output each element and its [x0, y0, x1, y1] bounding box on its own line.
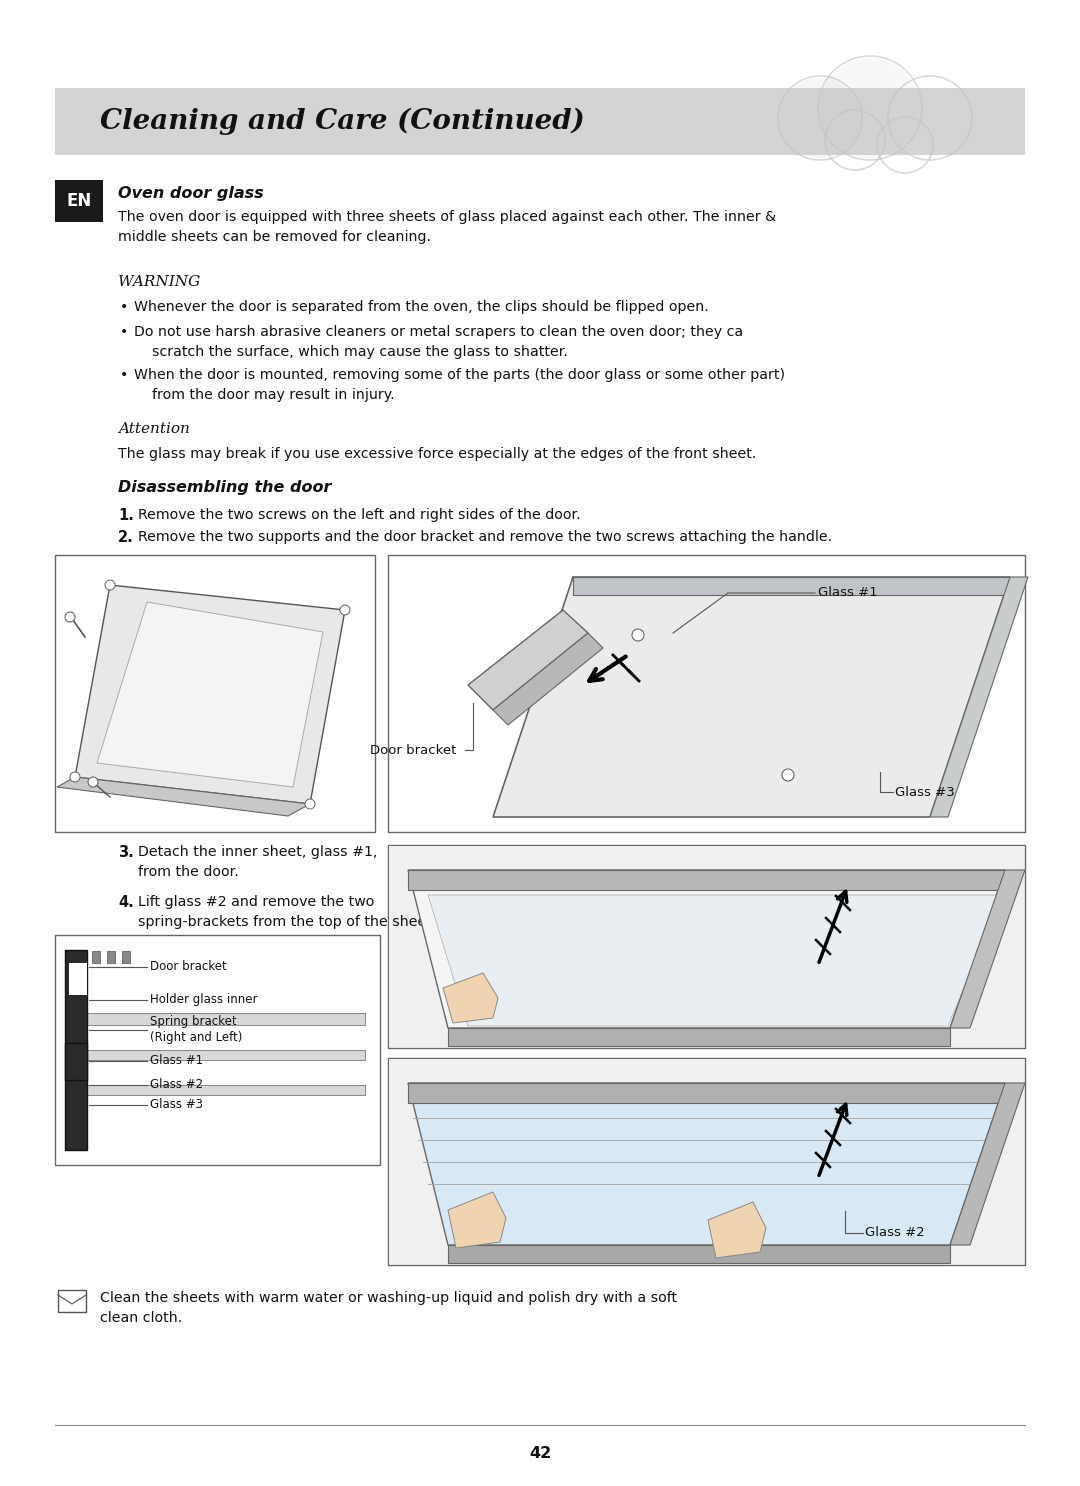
- Polygon shape: [448, 1245, 950, 1263]
- Polygon shape: [408, 1083, 1005, 1245]
- Bar: [122, 951, 130, 963]
- Polygon shape: [408, 869, 1005, 1028]
- Polygon shape: [408, 869, 1005, 890]
- Text: 1.: 1.: [118, 508, 134, 523]
- Bar: [87, 1013, 365, 1025]
- Bar: [55, 180, 103, 221]
- Polygon shape: [708, 1202, 766, 1259]
- Polygon shape: [573, 577, 1010, 594]
- Polygon shape: [65, 950, 87, 1150]
- Bar: [58, 1290, 86, 1312]
- Text: Detach the inner sheet, glass #1,
from the door.: Detach the inner sheet, glass #1, from t…: [138, 846, 377, 880]
- Text: Glass #1: Glass #1: [818, 587, 878, 599]
- Text: 2.: 2.: [118, 531, 134, 545]
- Circle shape: [70, 773, 80, 782]
- Text: Clean the sheets with warm water or washing-up liquid and polish dry with a soft: Clean the sheets with warm water or wash…: [100, 1291, 677, 1326]
- Text: Holder glass inner: Holder glass inner: [150, 994, 257, 1006]
- Text: EN: EN: [66, 192, 92, 210]
- Bar: [92, 951, 100, 963]
- Text: 4.: 4.: [118, 895, 134, 909]
- Circle shape: [340, 605, 350, 615]
- Text: The glass may break if you use excessive force especially at the edges of the fr: The glass may break if you use excessive…: [118, 447, 756, 461]
- Polygon shape: [75, 585, 345, 804]
- Text: Spring bracket
(Right and Left): Spring bracket (Right and Left): [150, 1015, 242, 1045]
- Bar: [388, 554, 1025, 832]
- Text: Glass #3: Glass #3: [895, 786, 955, 798]
- Bar: [69, 963, 87, 996]
- Polygon shape: [408, 1083, 1005, 1103]
- Polygon shape: [468, 609, 588, 710]
- Bar: [389, 846, 1024, 1048]
- Text: Remove the two supports and the door bracket and remove the two screws attaching: Remove the two supports and the door bra…: [138, 531, 832, 544]
- Bar: [65, 1043, 87, 1080]
- Polygon shape: [492, 633, 603, 725]
- Text: Glass #2: Glass #2: [150, 1079, 203, 1092]
- Bar: [55, 554, 375, 832]
- Text: Do not use harsh abrasive cleaners or metal scrapers to clean the oven door; the: Do not use harsh abrasive cleaners or me…: [134, 325, 743, 360]
- Text: Whenever the door is separated from the oven, the clips should be flipped open.: Whenever the door is separated from the …: [134, 300, 708, 314]
- Circle shape: [820, 58, 920, 158]
- Polygon shape: [428, 895, 1003, 1025]
- Bar: [388, 1058, 1025, 1265]
- Polygon shape: [950, 1083, 1025, 1245]
- Polygon shape: [97, 602, 323, 788]
- Polygon shape: [443, 973, 498, 1022]
- Polygon shape: [448, 1028, 950, 1046]
- Bar: [389, 1060, 1024, 1265]
- Text: Oven door glass: Oven door glass: [118, 186, 264, 201]
- Bar: [388, 846, 1025, 1048]
- Text: WARNING: WARNING: [118, 275, 200, 288]
- Text: •: •: [120, 369, 129, 382]
- Polygon shape: [930, 577, 1028, 817]
- Circle shape: [87, 777, 98, 788]
- Circle shape: [632, 629, 644, 640]
- Bar: [87, 1085, 365, 1095]
- Text: Door bracket: Door bracket: [150, 960, 227, 973]
- Circle shape: [780, 77, 860, 158]
- Text: Cleaning and Care (Continued): Cleaning and Care (Continued): [100, 107, 584, 135]
- Text: Lift glass #2 and remove the two
spring-brackets from the top of the sheet.: Lift glass #2 and remove the two spring-…: [138, 895, 436, 929]
- Text: Glass #1: Glass #1: [150, 1055, 203, 1067]
- Circle shape: [305, 799, 315, 808]
- Text: Remove the two screws on the left and right sides of the door.: Remove the two screws on the left and ri…: [138, 508, 581, 522]
- Bar: [55, 88, 1025, 155]
- Text: When the door is mounted, removing some of the parts (the door glass or some oth: When the door is mounted, removing some …: [134, 369, 785, 403]
- Text: •: •: [120, 325, 129, 339]
- Text: Attention: Attention: [118, 422, 190, 435]
- Polygon shape: [492, 577, 1010, 817]
- Circle shape: [65, 612, 75, 623]
- Bar: [55, 935, 380, 1165]
- Text: Door bracket: Door bracket: [370, 743, 457, 756]
- Circle shape: [105, 580, 114, 590]
- Text: The oven door is equipped with three sheets of glass placed against each other. : The oven door is equipped with three she…: [118, 210, 777, 244]
- Text: Glass #2: Glass #2: [865, 1226, 924, 1239]
- Bar: [107, 951, 114, 963]
- Text: 3.: 3.: [118, 846, 134, 860]
- Text: •: •: [120, 300, 129, 314]
- Text: Glass #3: Glass #3: [150, 1098, 203, 1112]
- Polygon shape: [950, 869, 1025, 1028]
- Polygon shape: [448, 1192, 507, 1248]
- Text: Disassembling the door: Disassembling the door: [118, 480, 332, 495]
- Polygon shape: [57, 777, 310, 816]
- Bar: [87, 1051, 365, 1060]
- Circle shape: [782, 768, 794, 782]
- Text: 42: 42: [529, 1446, 551, 1461]
